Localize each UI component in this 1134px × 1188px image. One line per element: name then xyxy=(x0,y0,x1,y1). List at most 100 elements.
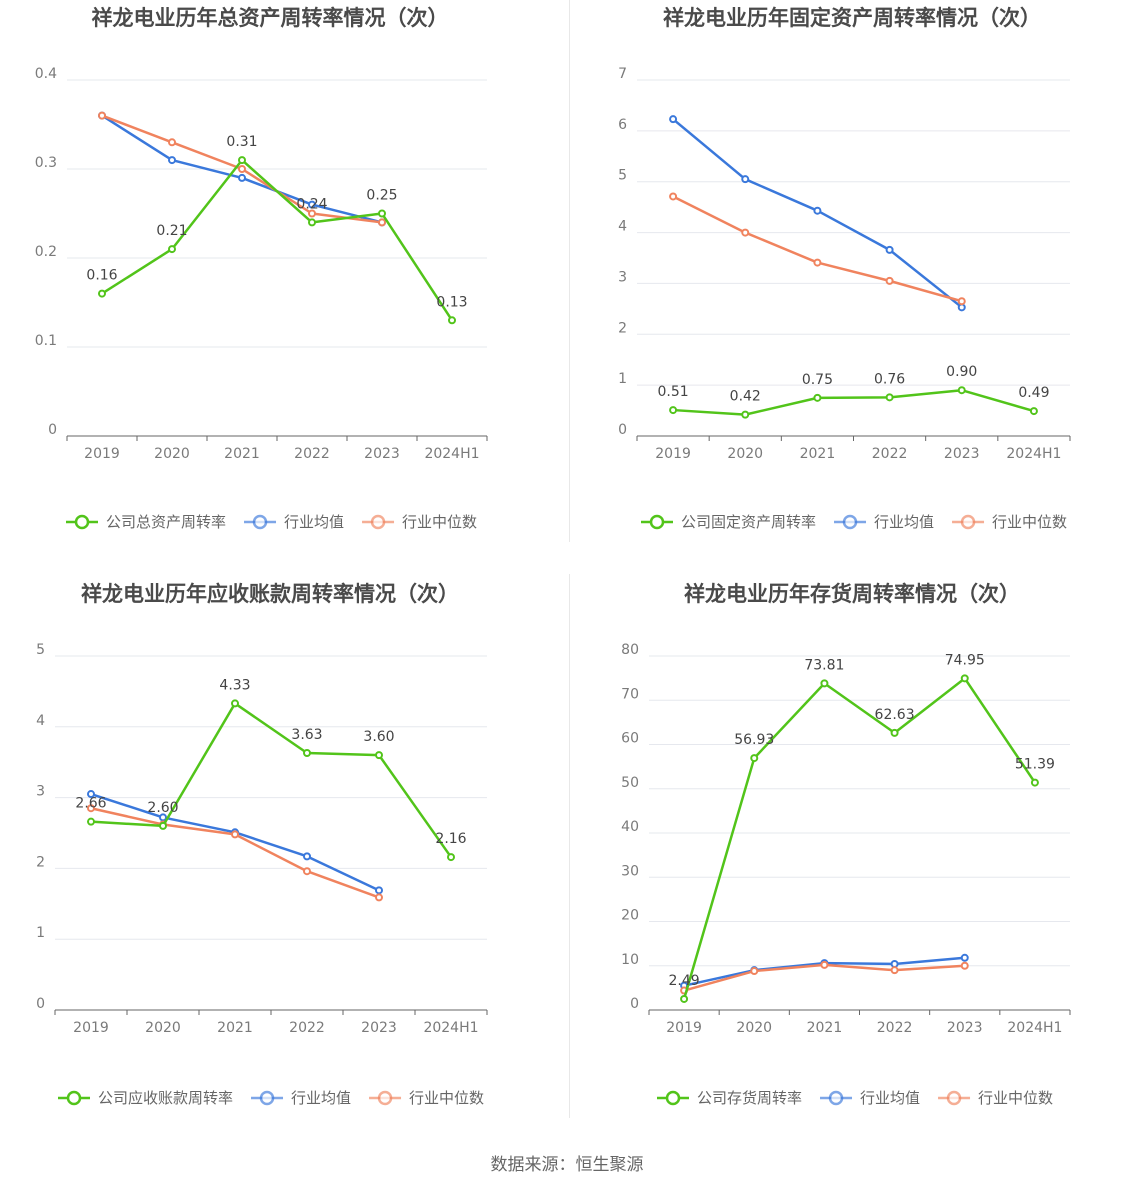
y-tick-label: 60 xyxy=(621,731,639,747)
data-point-industry_median xyxy=(303,867,311,876)
x-tick-label: 2022 xyxy=(877,1020,913,1036)
x-tick-label: 2021 xyxy=(807,1020,843,1036)
legend-label: 行业中位数 xyxy=(402,513,477,531)
legend-item-industry_avg[interactable]: 行业均值 xyxy=(820,1089,920,1107)
x-tick-label: 2019 xyxy=(655,446,691,462)
legend-item-industry_avg[interactable]: 行业均值 xyxy=(834,513,934,531)
data-point-company xyxy=(960,674,969,683)
legend-item-industry_median[interactable]: 行业中位数 xyxy=(938,1089,1053,1107)
data-point-industry_median xyxy=(890,966,899,975)
chart-svg-inventory: 祥龙电业历年存货周转率情况（次） 0 10 20 30 40 50 60 70 80 2019 202… xyxy=(621,582,1071,1107)
data-point-company xyxy=(238,156,246,165)
data-label: 74.95 xyxy=(945,652,985,668)
data-point-company xyxy=(375,751,383,760)
y-tick-label: 0.2 xyxy=(35,244,57,260)
y-tick-label: 0 xyxy=(630,996,639,1012)
legend-marker-icon xyxy=(377,1090,393,1106)
data-point-industry_avg xyxy=(168,156,176,165)
legend-item-company[interactable]: 公司存货周转率 xyxy=(657,1089,802,1107)
legend-label: 公司总资产周转率 xyxy=(106,513,226,531)
series-line-company xyxy=(90,702,453,858)
data-label: 2.49 xyxy=(668,973,699,989)
data-label: 3.60 xyxy=(363,729,394,745)
legend-label: 行业中位数 xyxy=(992,513,1067,531)
legend-item-company[interactable]: 公司总资产周转率 xyxy=(66,513,226,531)
legend-item-industry_median[interactable]: 行业中位数 xyxy=(369,1089,484,1107)
legend-item-company[interactable]: 公司固定资产周转率 xyxy=(641,513,816,531)
data-point-industry_median xyxy=(750,967,759,976)
data-point-industry_median xyxy=(168,138,176,147)
data-point-industry_avg xyxy=(159,813,167,822)
data-point-company xyxy=(448,316,456,325)
y-tick-label: 20 xyxy=(621,908,639,924)
data-point-industry_median xyxy=(741,228,750,237)
legend-item-industry_avg[interactable]: 行业均值 xyxy=(244,513,344,531)
y-tick-label: 50 xyxy=(621,775,639,791)
legend-label: 公司存货周转率 xyxy=(697,1089,802,1107)
y-tick-label: 3 xyxy=(36,784,45,800)
data-label: 2.60 xyxy=(147,800,178,816)
x-tick-label: 2019 xyxy=(84,446,120,462)
chart-title: 祥龙电业历年应收账款周转率情况（次） xyxy=(81,582,459,606)
chart-panel-receivables-turnover: 祥龙电业历年应收账款周转率情况（次） 0 1 2 3 4 5 2019 2020 2021 2022… xyxy=(0,574,567,1148)
legend-marker-icon xyxy=(66,1090,82,1106)
legend-label: 公司固定资产周转率 xyxy=(681,513,816,531)
data-point-industry_avg xyxy=(238,173,246,182)
x-tick-label: 2022 xyxy=(294,446,330,462)
y-tick-label: 0 xyxy=(36,996,45,1012)
data-point-industry_avg xyxy=(813,206,822,215)
x-tick-label: 2019 xyxy=(666,1020,702,1036)
data-point-company xyxy=(308,218,316,227)
legend-item-company[interactable]: 公司应收账款周转率 xyxy=(58,1089,233,1107)
legend-marker-icon xyxy=(74,514,90,530)
data-label: 0.42 xyxy=(730,389,761,405)
data-point-industry_avg xyxy=(308,200,316,209)
x-tick-label: 2023 xyxy=(947,1020,983,1036)
x-tick-label: 2021 xyxy=(800,446,836,462)
panel-divider-bottom xyxy=(569,574,570,1118)
y-tick-label: 5 xyxy=(618,168,627,184)
data-point-company xyxy=(741,410,750,419)
data-point-company xyxy=(750,754,759,763)
x-tick-label: 2020 xyxy=(154,446,190,462)
data-point-industry_median xyxy=(98,111,106,120)
legend-label: 行业均值 xyxy=(291,1089,351,1107)
legend-marker-icon xyxy=(649,514,665,530)
data-point-industry_avg xyxy=(375,886,383,895)
panel-divider-top xyxy=(569,0,570,542)
data-point-company xyxy=(231,699,239,708)
legend-item-industry_median[interactable]: 行业中位数 xyxy=(952,513,1067,531)
data-point-industry_median xyxy=(669,192,678,201)
data-label: 0.13 xyxy=(436,294,467,310)
data-label: 2.66 xyxy=(75,796,106,812)
legend-marker-icon xyxy=(259,1090,275,1106)
data-point-company xyxy=(168,245,176,254)
data-label: 51.39 xyxy=(1015,757,1055,773)
y-tick-label: 0.4 xyxy=(35,66,57,82)
data-point-industry_median xyxy=(231,830,239,839)
chart-svg-total-asset: 祥龙电业历年总资产周转率情况（次） 0 0.1 0.2 0.3 0.4 2019 2020 20… xyxy=(35,6,488,531)
data-point-industry_avg xyxy=(303,852,311,861)
data-label: 0.51 xyxy=(657,384,688,400)
series-line-industry_avg xyxy=(90,792,380,892)
legend-item-industry_median[interactable]: 行业中位数 xyxy=(362,513,477,531)
data-point-company xyxy=(890,728,899,737)
x-tick-label: 2023 xyxy=(944,446,980,462)
y-tick-label: 0 xyxy=(48,422,57,438)
data-label: 0.90 xyxy=(946,364,977,380)
data-point-industry_median xyxy=(813,258,822,267)
legend-marker-icon xyxy=(946,1090,962,1106)
chart-panel-fixed-asset-turnover: 祥龙电业历年固定资产周转率情况（次） 0 1 2 3 4 5 6 7 2019 2020 2021 20… xyxy=(567,0,1134,574)
data-point-company xyxy=(378,209,386,218)
x-tick-label: 2023 xyxy=(364,446,400,462)
data-label: 0.24 xyxy=(296,196,327,212)
chart-title: 祥龙电业历年存货周转率情况（次） xyxy=(684,582,1020,606)
data-point-company xyxy=(1030,778,1039,787)
y-tick-label: 80 xyxy=(621,642,639,658)
x-tick-label: 2022 xyxy=(872,446,908,462)
data-label: 0.75 xyxy=(802,372,833,388)
data-point-company xyxy=(957,386,966,395)
data-point-industry_avg xyxy=(890,959,899,968)
legend-marker-icon xyxy=(252,514,268,530)
legend-item-industry_avg[interactable]: 行业均值 xyxy=(251,1089,351,1107)
